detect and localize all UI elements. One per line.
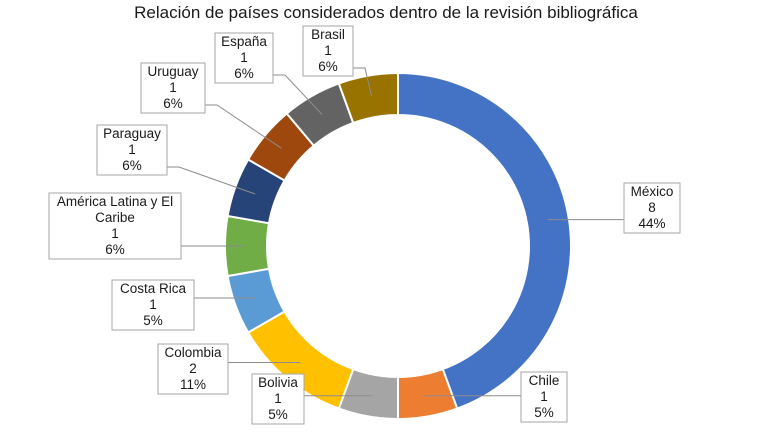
- data-label-category: México: [631, 184, 674, 199]
- leader-line: [353, 67, 373, 97]
- data-label-category: Bolivia: [258, 375, 298, 390]
- data-label-value: 1: [169, 80, 177, 95]
- leader-line: [273, 74, 323, 115]
- data-label-percent: 5%: [534, 405, 554, 420]
- data-label-percent: 5%: [143, 313, 163, 328]
- data-label-category: Uruguay: [147, 64, 198, 79]
- data-label-percent: 6%: [318, 59, 338, 74]
- data-label-value: 1: [111, 226, 119, 241]
- data-label-percent: 6%: [105, 242, 125, 257]
- data-label-percent: 11%: [180, 377, 206, 392]
- slice-méxico: [397, 71, 572, 410]
- data-label-value: 1: [128, 142, 136, 157]
- data-label-box: [140, 62, 206, 114]
- data-label-percent: 6%: [234, 66, 254, 81]
- data-label-value: 1: [540, 389, 548, 404]
- data-label-percent: 6%: [122, 158, 142, 173]
- data-label-box: [520, 371, 568, 423]
- data-label-box: [96, 124, 168, 176]
- data-label-box: [214, 32, 274, 84]
- leader-line: [167, 166, 256, 195]
- data-label-value: 1: [240, 50, 248, 65]
- data-label-box: [251, 373, 305, 425]
- data-label-category: Costa Rica: [120, 281, 187, 296]
- data-label-box: [302, 25, 354, 77]
- leader-line: [205, 104, 282, 149]
- data-label-percent: 44%: [638, 216, 665, 231]
- slices-layer: [224, 71, 572, 421]
- data-label-category: Brasil: [311, 27, 345, 42]
- data-label-box: [111, 279, 195, 331]
- data-label-value: 1: [324, 43, 332, 58]
- data-label-category: América Latina y El: [57, 194, 173, 209]
- data-label-category: Paraguay: [103, 126, 161, 141]
- data-label-value: 8: [648, 200, 656, 215]
- data-label-percent: 5%: [268, 407, 288, 422]
- slice-brasil: [337, 71, 399, 125]
- labels-layer: México844%Chile15%Bolivia15%Colombia211%…: [48, 25, 681, 425]
- data-label-value: 2: [189, 361, 197, 376]
- data-label-category: España: [221, 34, 267, 49]
- data-label-category: Chile: [529, 373, 560, 388]
- chart-title: Relación de países considerados dentro d…: [134, 3, 638, 22]
- data-label-box: [48, 192, 182, 260]
- data-label-percent: 6%: [163, 96, 183, 111]
- data-label-box: [623, 182, 681, 234]
- data-label-box: [157, 343, 229, 395]
- data-label-value: 1: [149, 297, 157, 312]
- leader-lines-layer: [167, 67, 624, 397]
- data-label-value: 1: [274, 391, 282, 406]
- data-label-category: Colombia: [164, 345, 222, 360]
- data-label-category: Caribe: [95, 210, 135, 225]
